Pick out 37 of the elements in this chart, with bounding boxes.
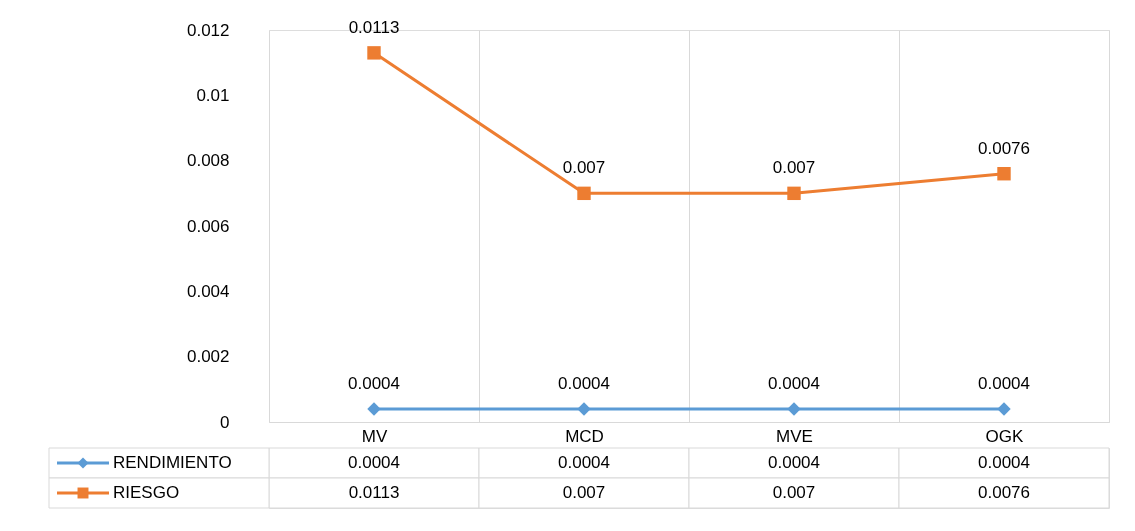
annotation: 0.007 xyxy=(772,158,816,178)
x-tick-label: MV xyxy=(361,426,388,446)
data-label: 0.007 xyxy=(562,483,606,502)
annotation: 0.0076 xyxy=(978,138,1030,158)
annotation: 0.0004 xyxy=(558,373,610,393)
point xyxy=(577,402,591,416)
y-tick-label: 0.004 xyxy=(186,281,230,301)
x-tick-label: MCD xyxy=(565,426,604,446)
annotation: 0.007 xyxy=(562,158,606,178)
point xyxy=(997,167,1011,181)
y-tick-label: 0.012 xyxy=(186,20,230,40)
data-label: 0.0113 xyxy=(348,483,400,502)
point xyxy=(577,186,591,201)
y-tick-label: 0.006 xyxy=(186,216,230,236)
legend-label: RENDIMIENTO xyxy=(113,453,232,472)
annotation: 0.0004 xyxy=(768,373,820,393)
annotation: 0.0113 xyxy=(348,17,400,37)
point xyxy=(787,402,801,416)
point xyxy=(787,186,801,201)
x-tick-label: MVE xyxy=(776,426,813,446)
point xyxy=(997,402,1011,416)
annotation: 0.0004 xyxy=(978,373,1030,393)
data-label: 0.0076 xyxy=(978,483,1030,502)
data-label: 0.0004 xyxy=(768,453,820,472)
y-tick-label: 0.01 xyxy=(196,85,230,105)
x-tick-label: OGK xyxy=(985,426,1025,446)
y-tick-label: 0.002 xyxy=(186,347,230,367)
data-label: 0.007 xyxy=(772,483,816,502)
y-tick-label: 0.008 xyxy=(186,151,230,171)
point xyxy=(367,46,381,60)
annotation: 0.0004 xyxy=(348,373,400,393)
data-label: 0.0004 xyxy=(978,453,1030,472)
data-label: 0.0004 xyxy=(348,453,400,472)
legend-label: RIESGO xyxy=(113,483,180,502)
point xyxy=(367,402,381,416)
y-tick-label: 0 xyxy=(220,412,230,432)
data-label: 0.0004 xyxy=(558,453,610,472)
